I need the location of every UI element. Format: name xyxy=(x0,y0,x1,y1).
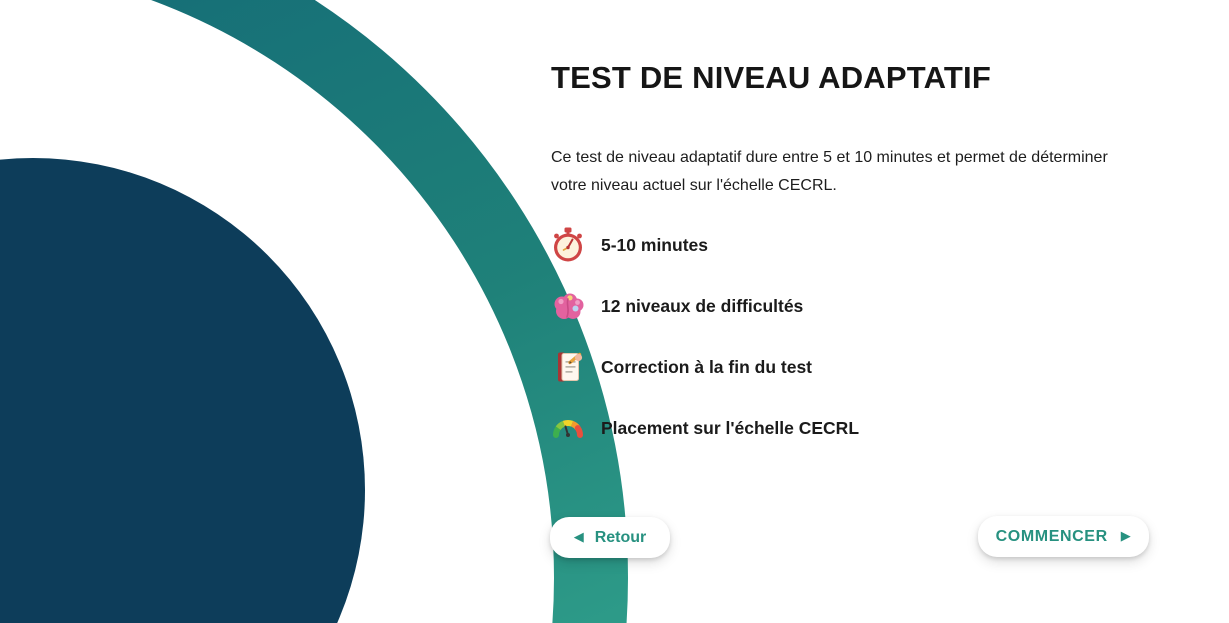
feature-duration: 5-10 minutes xyxy=(549,226,859,264)
right-arrow-icon: ▶ xyxy=(1120,529,1132,544)
feature-label: 5-10 minutes xyxy=(601,234,708,255)
back-button[interactable]: ◀ Retour xyxy=(550,517,670,558)
brain-icon xyxy=(549,287,587,325)
description-line-2: votre niveau actuel sur l'échelle CECRL. xyxy=(551,176,837,194)
feature-placement: Placement sur l'échelle CECRL xyxy=(549,409,859,447)
navy-circle xyxy=(0,158,365,623)
start-button-label: COMMENCER xyxy=(995,527,1108,545)
stopwatch-icon xyxy=(549,226,587,264)
feature-label: Placement sur l'échelle CECRL xyxy=(601,417,860,438)
feature-list: 5-10 minutes 12 niveaux de difficultés xyxy=(549,226,859,470)
back-button-label: Retour xyxy=(594,528,647,546)
feature-label: Correction à la fin du test xyxy=(601,356,812,377)
left-arrow-icon: ◀ xyxy=(573,530,584,545)
test-description: Ce test de niveau adaptatif dure entre 5… xyxy=(551,144,1108,199)
feature-label: 12 niveaux de difficultés xyxy=(601,295,804,316)
start-button[interactable]: COMMENCER ▶ xyxy=(978,516,1149,557)
gauge-icon xyxy=(549,409,587,447)
description-line-1: Ce test de niveau adaptatif dure entre 5… xyxy=(551,149,1108,166)
teal-ring xyxy=(150,0,628,623)
page-title: TEST DE NIVEAU ADAPTATIF xyxy=(551,60,991,95)
feature-levels: 12 niveaux de difficultés xyxy=(549,287,859,325)
feature-correction: Correction à la fin du test xyxy=(549,348,859,386)
memo-icon xyxy=(549,348,587,386)
